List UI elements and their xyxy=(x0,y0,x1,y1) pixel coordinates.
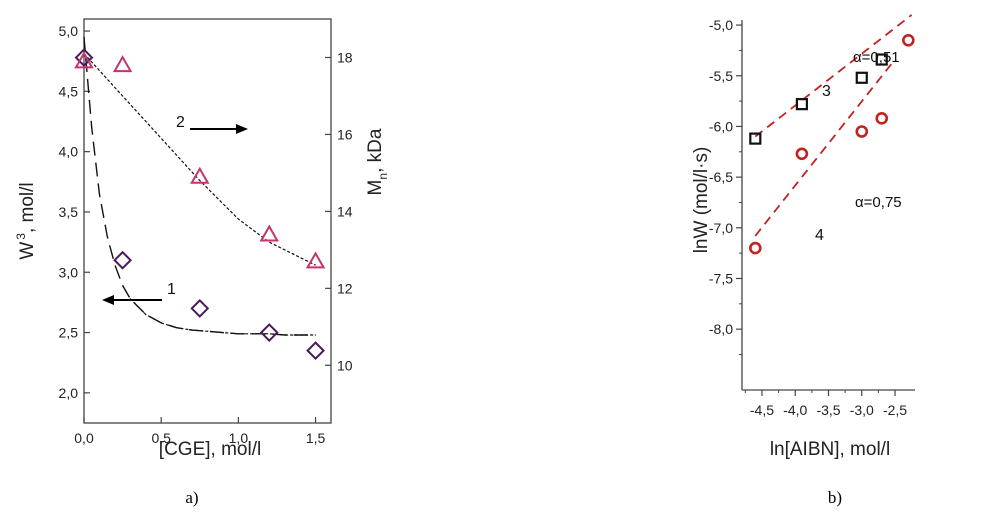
y2-tick-label-a: 18 xyxy=(337,49,353,65)
x-tick-label-b: -3,5 xyxy=(816,402,840,418)
data-point-series-3 xyxy=(749,132,762,145)
arrow-series-1: 1 xyxy=(102,281,176,305)
y-tick-label-b: -6,5 xyxy=(709,169,733,185)
data-point-series-2 xyxy=(190,166,210,184)
y-axis-label-b: lnW (mol/l·s) xyxy=(691,147,712,254)
x-axis-label-a: [CGE], mol/l xyxy=(159,439,261,460)
x-tick-label-b: -3,0 xyxy=(850,402,874,418)
panel-label-b: b) xyxy=(828,488,842,507)
y-tick-label-a: 2,5 xyxy=(59,325,79,341)
data-point-series-2 xyxy=(74,51,94,69)
series-label-2: 2 xyxy=(176,114,185,131)
x-tick-label-a: 0,5 xyxy=(151,430,171,446)
y-tick-label-a: 5,0 xyxy=(59,23,79,39)
y-tick-label-b: -7,0 xyxy=(709,220,733,236)
x-tick-label-a: 1,0 xyxy=(229,430,249,446)
y-tick-label-a: 2,0 xyxy=(59,385,79,401)
data-point-series-2 xyxy=(259,224,279,242)
y-tick-label-a: 4,0 xyxy=(59,144,79,160)
chart-panel-b: -4,5 -4,0 -3,5 -3,0 -2,5 -8,0 -7,5 -7,0 -6,5 -6,0… xyxy=(691,14,915,507)
y2-tick-label-a: 12 xyxy=(337,280,353,296)
data-point-series-1 xyxy=(306,341,325,361)
fit-line-series-4 xyxy=(754,63,893,237)
data-point-series-1 xyxy=(259,323,279,342)
y-tick-label-a: 4,5 xyxy=(59,83,79,99)
data-point-series-3 xyxy=(875,53,888,66)
data-point-series-1 xyxy=(74,48,94,68)
y-axis-label-a-rest: , mol/l xyxy=(17,182,38,233)
y2-axis-label-a-rest: , kDa xyxy=(365,128,386,173)
annotation-alpha-3: α=0,51 xyxy=(853,49,900,66)
y2-tick-label-a: 10 xyxy=(337,357,353,373)
x-tick-label-a: 1,5 xyxy=(306,430,326,446)
x-tick-label-b: -2,5 xyxy=(883,402,907,418)
series-label-1: 1 xyxy=(167,281,176,298)
fit-line-series-3 xyxy=(754,14,913,138)
data-point-series-1 xyxy=(113,250,133,270)
data-point-series-1 xyxy=(190,299,210,318)
y-axis-label-a-sup: 3 xyxy=(14,233,28,240)
data-point-series-2 xyxy=(305,251,326,269)
y2-axis-label-a-sub: n xyxy=(376,173,390,180)
y2-tick-label-a: 16 xyxy=(337,126,353,142)
data-point-series-4 xyxy=(855,125,869,138)
panel-label-a: a) xyxy=(185,488,198,507)
y-tick-label-b: -5,0 xyxy=(709,17,733,33)
y-axis-label-a-main: W xyxy=(17,242,38,260)
data-point-series-4 xyxy=(749,241,762,255)
y-tick-label-b: -5,5 xyxy=(709,68,733,84)
x-tick-label-b: -4,5 xyxy=(750,402,774,418)
y-tick-label-a: 3,0 xyxy=(59,264,79,280)
data-point-series-3 xyxy=(795,98,808,111)
y-axis-label-a: W 3, mol/l xyxy=(14,182,38,259)
x-axis-label-b: ln[AIBN], mol/l xyxy=(770,439,890,460)
data-point-series-4 xyxy=(902,33,915,47)
fit-line-series-1-tail xyxy=(122,285,316,336)
x-tick-label-b: -4,0 xyxy=(783,402,807,418)
data-point-series-2 xyxy=(112,55,133,73)
y2-axis-label-a-main: M xyxy=(365,180,386,196)
data-point-series-4 xyxy=(795,147,809,161)
fit-line-series-1 xyxy=(83,37,316,336)
arrow-series-2: 2 xyxy=(176,114,248,134)
x-tick-label-a: 0,0 xyxy=(74,430,94,446)
y-tick-label-b: -7,5 xyxy=(709,270,733,286)
plot-frame-a xyxy=(83,18,332,424)
y2-tick-label-a: 14 xyxy=(337,203,353,219)
y-tick-label-b: -8,0 xyxy=(709,321,733,337)
series-label-3: 3 xyxy=(822,83,831,100)
y-tick-label-a: 3,5 xyxy=(59,204,79,220)
annotation-alpha-4: α=0,75 xyxy=(855,194,902,211)
fit-line-series-2 xyxy=(83,53,316,266)
y2-axis-label-a: Mn, kDa xyxy=(365,128,390,195)
chart-panel-a: 0,0 0,5 1,0 1,52,02,53,03,54,04,55,01012141… xyxy=(14,18,390,507)
data-point-series-3 xyxy=(855,71,868,84)
data-point-series-4 xyxy=(875,112,889,125)
series-label-4: 4 xyxy=(815,227,824,244)
y-tick-label-b: -6,0 xyxy=(709,118,733,134)
